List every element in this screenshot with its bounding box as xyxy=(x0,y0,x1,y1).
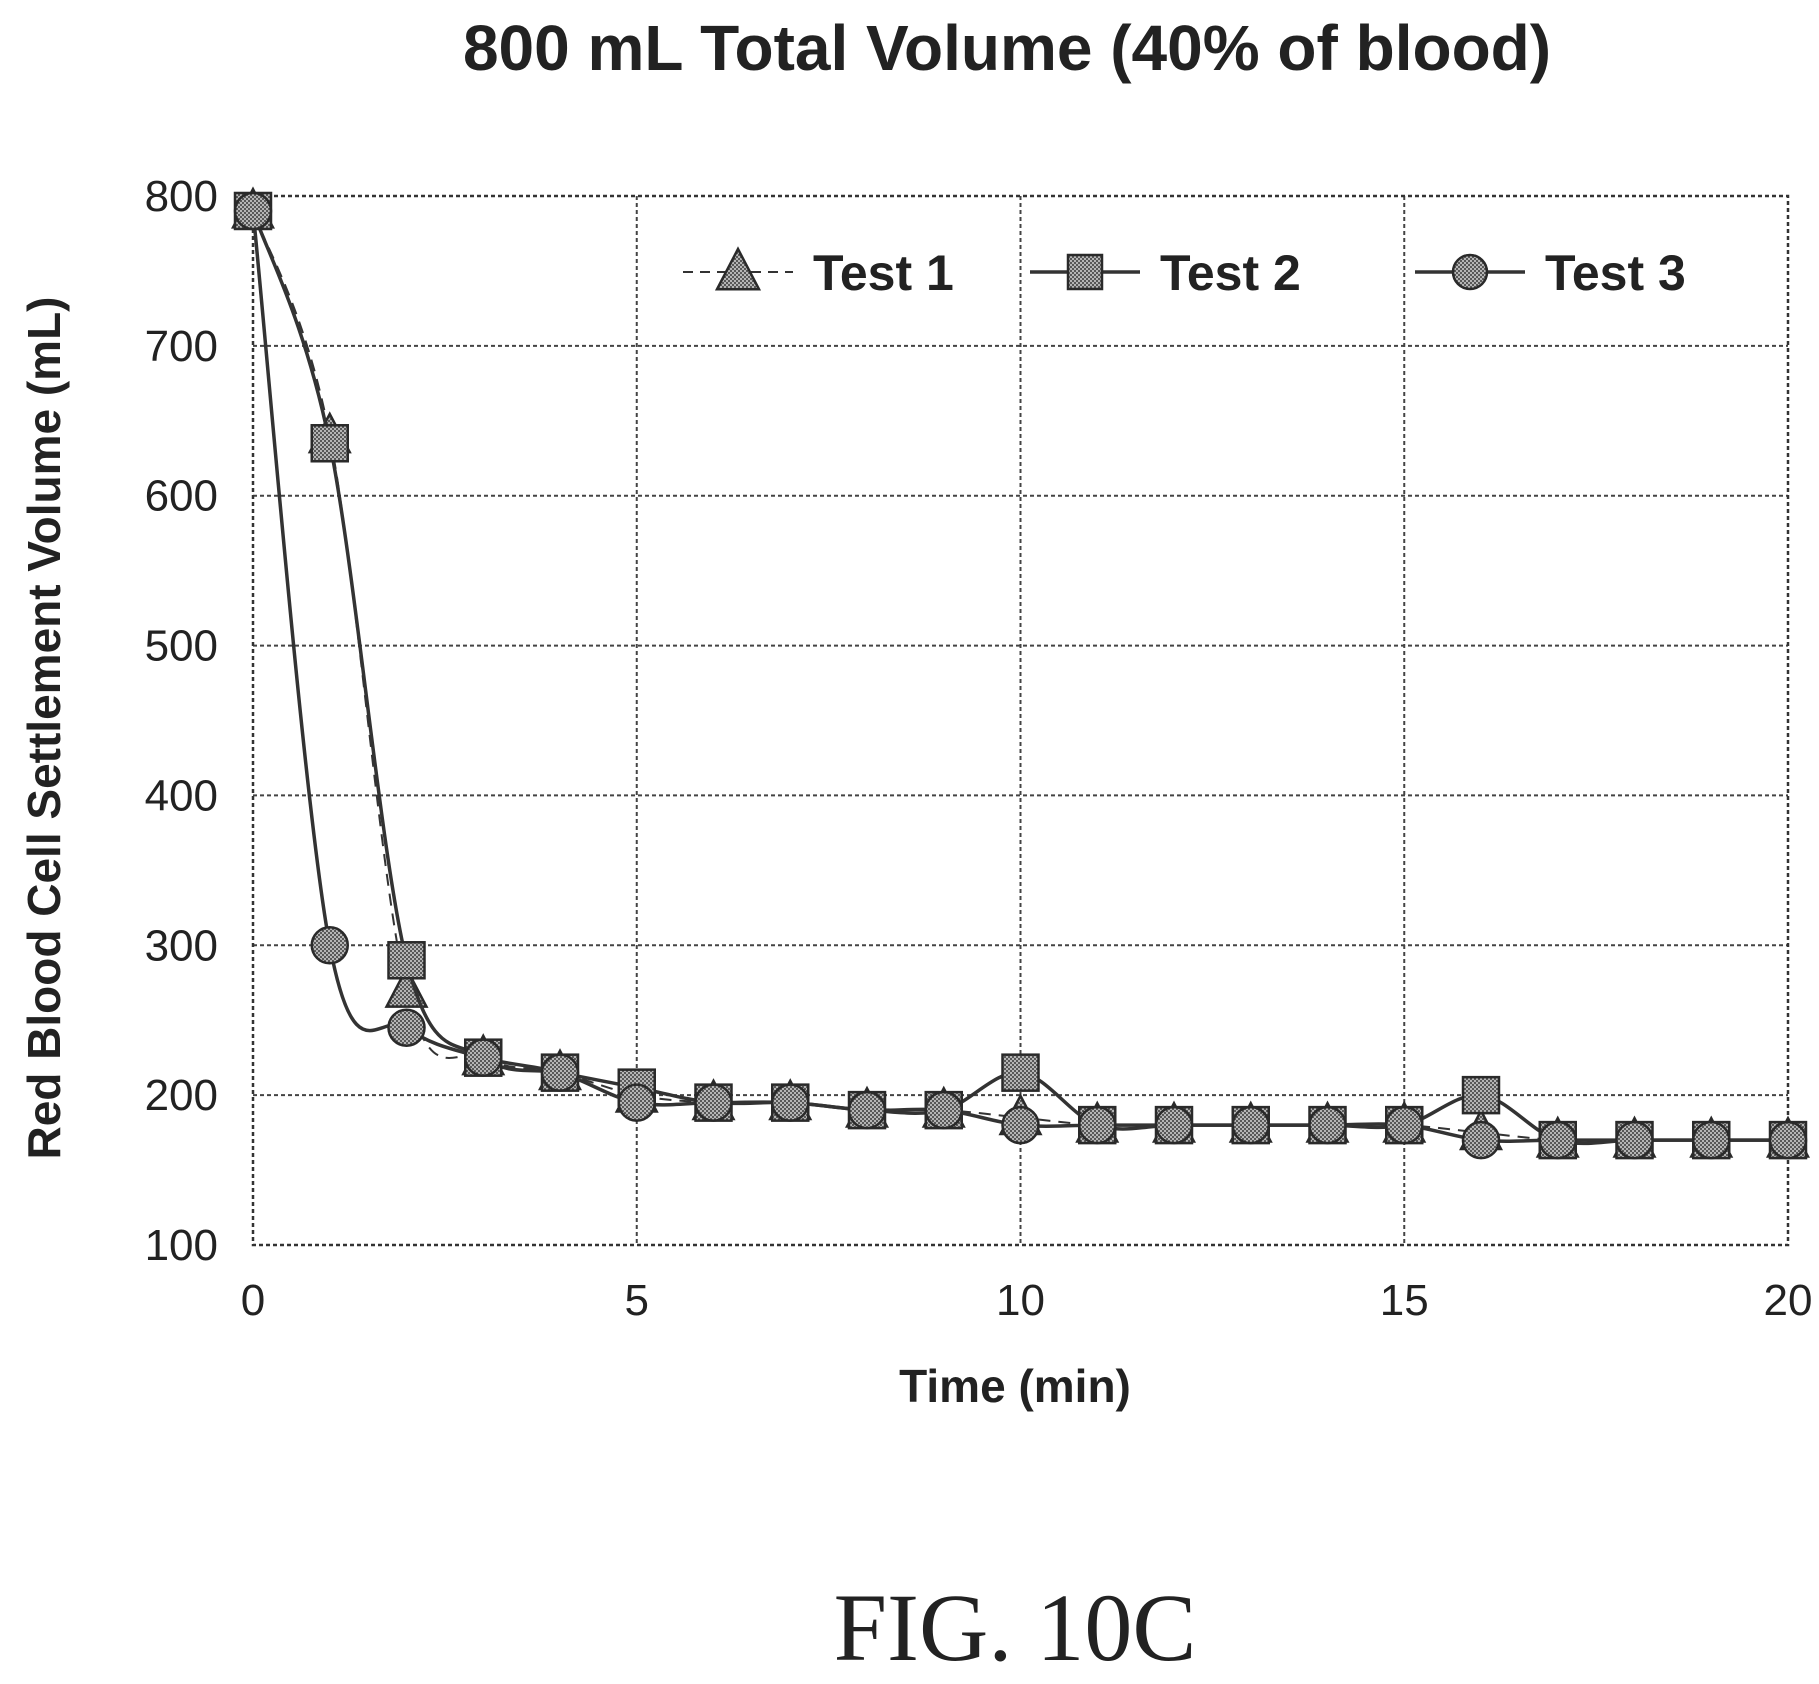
data-point xyxy=(1231,1105,1270,1145)
legend-item: Test 2 xyxy=(1030,245,1301,301)
figure-caption: FIG. 10C xyxy=(834,1574,1197,1681)
data-point xyxy=(1461,1075,1501,1115)
data-point xyxy=(233,191,273,231)
data-point xyxy=(1078,1105,1117,1145)
data-point xyxy=(924,1090,963,1130)
data-point xyxy=(464,1038,503,1077)
data-point xyxy=(1385,1105,1424,1145)
data-point xyxy=(1461,1120,1501,1160)
y-tick-label: 700 xyxy=(145,322,218,371)
x-tick-label: 20 xyxy=(1764,1276,1813,1325)
y-tick-label: 100 xyxy=(145,1221,218,1270)
data-point xyxy=(847,1090,887,1130)
chart-title: 800 mL Total Volume (40% of blood) xyxy=(463,12,1551,84)
x-tick-label: 10 xyxy=(996,1276,1045,1325)
x-axis-label: Time (min) xyxy=(899,1360,1131,1412)
data-point xyxy=(387,941,426,980)
data-point xyxy=(694,1083,733,1122)
data-point xyxy=(540,1053,580,1092)
series-circle xyxy=(233,191,1808,1160)
y-tick-label: 400 xyxy=(145,771,218,820)
x-tick-label: 5 xyxy=(625,1276,649,1325)
x-tick-label: 0 xyxy=(241,1276,265,1325)
legend-label: Test 2 xyxy=(1160,245,1301,301)
y-tick-label: 600 xyxy=(145,472,218,521)
legend-marker xyxy=(1066,253,1104,291)
y-tick-label: 800 xyxy=(145,172,218,221)
x-tick-label: 15 xyxy=(1380,1276,1429,1325)
y-axis-label: Red Blood Cell Settlement Volume (mL) xyxy=(18,297,70,1160)
data-point xyxy=(1308,1105,1347,1145)
data-point xyxy=(387,1008,426,1047)
legend: Test 1 Test 2 Test 3 xyxy=(683,245,1686,301)
data-point xyxy=(617,1083,656,1122)
y-tick-label: 200 xyxy=(145,1071,218,1120)
data-point xyxy=(1538,1120,1577,1160)
legend-item: Test 3 xyxy=(1415,245,1686,301)
plot-area-frame xyxy=(251,194,1790,1247)
legend-marker xyxy=(1451,253,1489,291)
data-point xyxy=(1615,1120,1654,1160)
legend-marker xyxy=(714,246,762,291)
legend-item: Test 1 xyxy=(683,245,954,301)
y-tick-label: 500 xyxy=(145,622,218,671)
data-point xyxy=(1768,1120,1808,1160)
data-point xyxy=(310,424,349,463)
grid xyxy=(253,196,1788,1245)
data-point xyxy=(771,1083,810,1122)
data-point xyxy=(1692,1120,1731,1160)
y-axis-ticks: 100 200 300 400 500 600 700 800 xyxy=(145,172,218,1270)
data-point xyxy=(1001,1053,1040,1092)
legend-label: Test 1 xyxy=(813,245,954,301)
data-point xyxy=(1154,1105,1194,1145)
data-point xyxy=(310,926,349,965)
series-lines xyxy=(230,186,1811,1160)
legend-label: Test 3 xyxy=(1545,245,1686,301)
data-point xyxy=(1001,1105,1040,1145)
x-axis-ticks: 0 5 10 15 20 xyxy=(241,1276,1813,1325)
y-tick-label: 300 xyxy=(145,921,218,970)
